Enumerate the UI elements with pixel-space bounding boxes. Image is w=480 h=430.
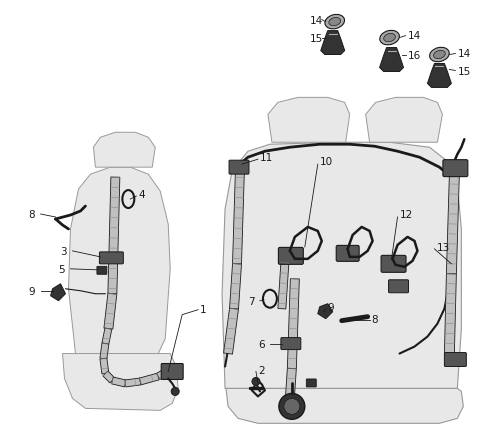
Text: 8: 8 [372, 314, 378, 324]
Text: 5: 5 [59, 264, 65, 274]
Circle shape [284, 399, 300, 415]
Ellipse shape [430, 48, 449, 63]
Polygon shape [366, 98, 443, 143]
Polygon shape [100, 358, 109, 374]
Polygon shape [263, 153, 324, 192]
Text: 10: 10 [320, 157, 333, 167]
Polygon shape [125, 378, 141, 387]
Text: 14: 14 [457, 49, 470, 58]
Polygon shape [446, 175, 459, 274]
Polygon shape [268, 98, 350, 143]
Ellipse shape [325, 15, 345, 30]
FancyBboxPatch shape [381, 256, 406, 273]
Ellipse shape [384, 34, 396, 43]
Text: 13: 13 [436, 243, 450, 252]
FancyBboxPatch shape [443, 160, 468, 177]
Polygon shape [288, 279, 300, 369]
Ellipse shape [433, 51, 445, 59]
FancyBboxPatch shape [389, 280, 408, 293]
Polygon shape [69, 168, 170, 354]
FancyBboxPatch shape [281, 338, 301, 350]
Polygon shape [104, 294, 117, 329]
Polygon shape [50, 284, 65, 301]
Polygon shape [108, 178, 120, 294]
Polygon shape [222, 143, 461, 389]
Polygon shape [278, 263, 289, 309]
Polygon shape [156, 368, 170, 380]
Polygon shape [94, 133, 155, 168]
Polygon shape [286, 369, 296, 399]
Text: 15: 15 [457, 68, 470, 77]
Polygon shape [103, 371, 115, 383]
Text: 2: 2 [258, 366, 264, 376]
FancyBboxPatch shape [99, 252, 123, 264]
Polygon shape [444, 274, 456, 354]
Polygon shape [102, 328, 112, 344]
Polygon shape [242, 187, 326, 361]
Polygon shape [232, 168, 244, 264]
Text: 14: 14 [408, 31, 421, 40]
Text: 9: 9 [29, 286, 35, 296]
Text: 1: 1 [200, 304, 207, 314]
Text: 12: 12 [399, 209, 413, 219]
Polygon shape [321, 31, 345, 55]
Circle shape [279, 393, 305, 419]
Polygon shape [240, 361, 336, 408]
Polygon shape [380, 49, 404, 72]
Polygon shape [100, 343, 109, 359]
Text: 3: 3 [60, 246, 67, 256]
Ellipse shape [329, 18, 341, 27]
Polygon shape [62, 354, 178, 410]
FancyBboxPatch shape [97, 267, 107, 275]
FancyBboxPatch shape [336, 246, 359, 262]
FancyBboxPatch shape [444, 353, 467, 367]
Polygon shape [428, 64, 451, 88]
FancyBboxPatch shape [229, 161, 249, 175]
Text: 16: 16 [408, 50, 421, 60]
FancyBboxPatch shape [161, 364, 183, 380]
Polygon shape [318, 304, 333, 319]
FancyBboxPatch shape [306, 379, 316, 387]
Polygon shape [111, 377, 126, 387]
Polygon shape [224, 308, 239, 354]
Text: 14: 14 [310, 15, 323, 25]
Text: 8: 8 [29, 209, 35, 219]
Circle shape [171, 387, 179, 396]
Text: 4: 4 [138, 190, 145, 200]
Polygon shape [226, 389, 463, 424]
Text: 11: 11 [260, 153, 273, 163]
Polygon shape [229, 264, 241, 309]
Text: 15: 15 [310, 34, 323, 43]
Polygon shape [139, 373, 159, 385]
FancyBboxPatch shape [278, 248, 303, 265]
Circle shape [252, 378, 260, 386]
Ellipse shape [380, 31, 399, 46]
Text: 7: 7 [248, 296, 254, 306]
Text: 6: 6 [258, 339, 264, 349]
Text: 9: 9 [328, 302, 335, 312]
